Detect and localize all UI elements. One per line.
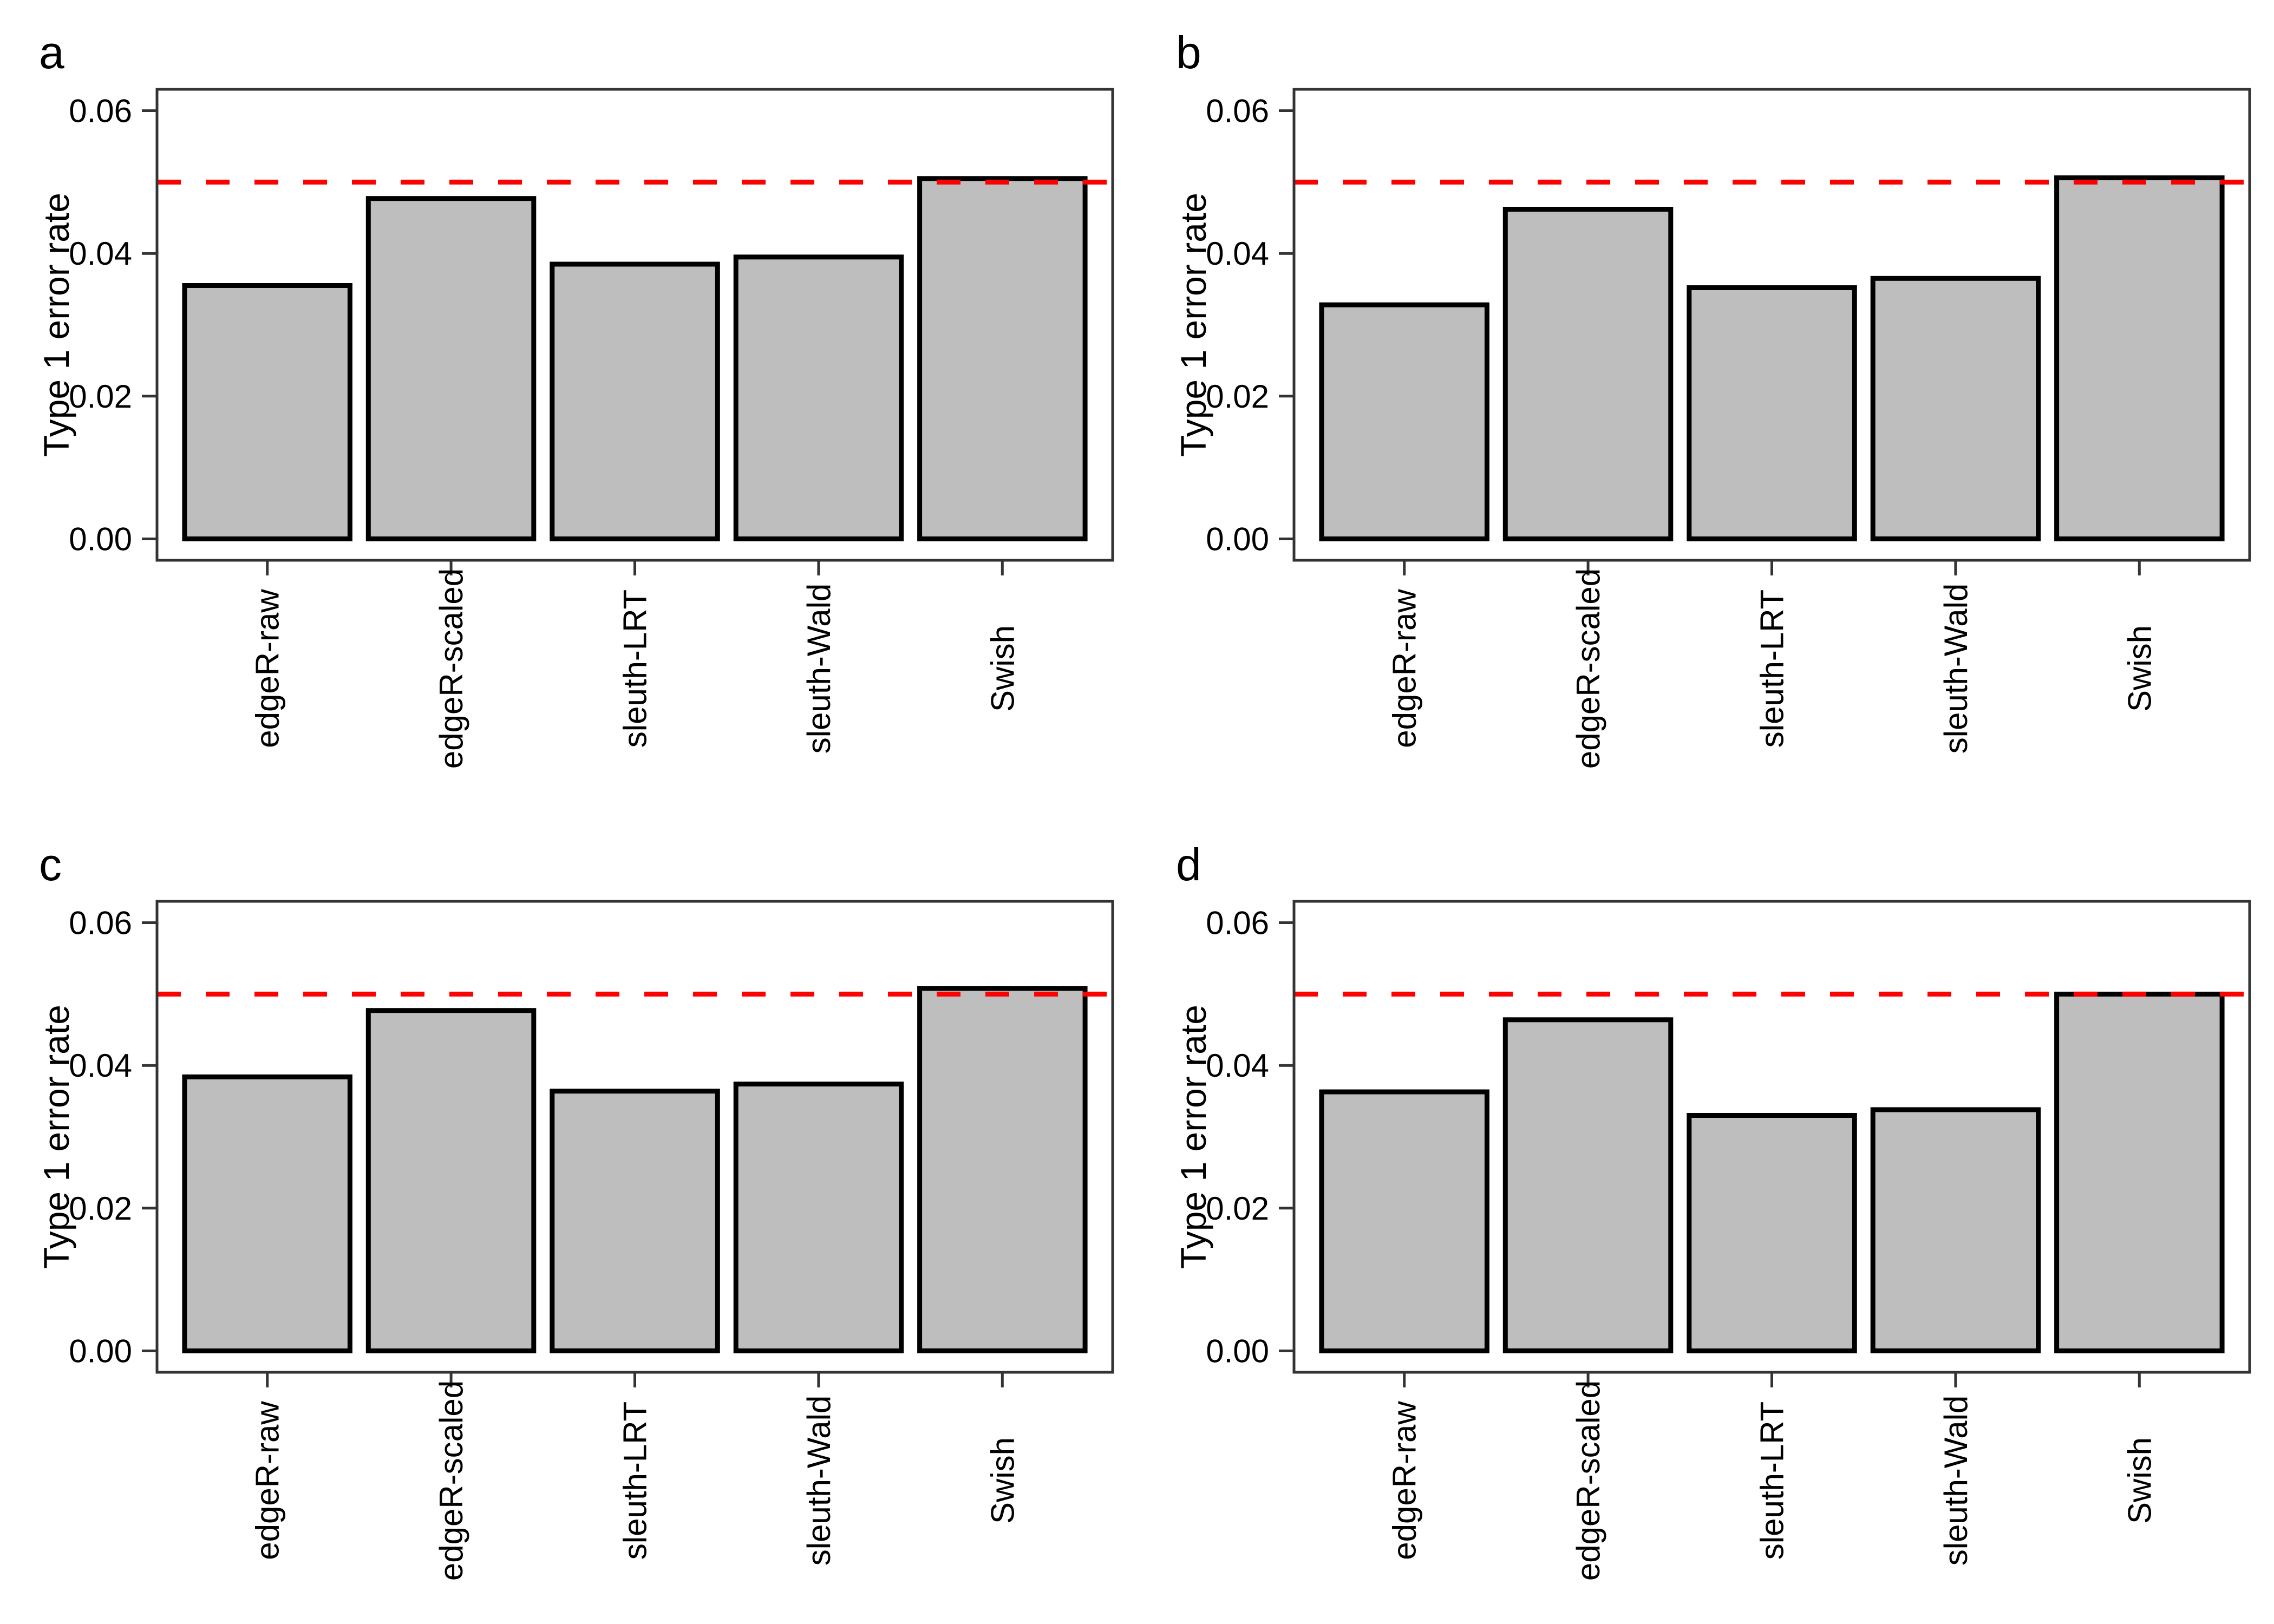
- bar-Swish: [2054, 175, 2225, 541]
- x-category-label: sleuth-LRT: [617, 1402, 654, 1560]
- y-tick-label: 0.00: [1206, 1333, 1269, 1370]
- panel-c: c Type 1 error rate 0.00 0.02 0.04 0.06 edge…: [0, 812, 1137, 1624]
- panel-b-tag: b: [1176, 27, 1201, 78]
- panel-a-tag: a: [39, 27, 64, 78]
- panel-box: [1292, 88, 2251, 562]
- panel-b: b Type 1 error rate 0.00 0.02 0.04 0.06 edge…: [1137, 0, 2274, 812]
- x-category-label: edgeR-raw: [1387, 1401, 1423, 1560]
- y-tick-label: 0.02: [1206, 378, 1269, 415]
- bar-edgeR-raw: [182, 283, 352, 541]
- bar-sleuth-Wald: [733, 254, 904, 541]
- y-tick-label: 0.04: [1206, 235, 1269, 272]
- y-tick-label: 0.02: [69, 1190, 132, 1227]
- panel-a-chart: 0.00 0.02 0.04 0.06 edgeR-raw edgeR-scaled sle…: [69, 88, 1114, 769]
- bar-sleuth-Wald: [733, 1082, 904, 1353]
- x-category-label: edgeR-raw: [1387, 589, 1423, 748]
- bar-edgeR-raw: [182, 1074, 352, 1353]
- y-tick-label: 0.00: [69, 521, 132, 558]
- bar-edgeR-scaled: [365, 1008, 537, 1353]
- bar-Swish: [917, 986, 1088, 1353]
- panel-d-tag: d: [1176, 839, 1201, 890]
- x-category-label: sleuth-LRT: [1754, 1402, 1791, 1560]
- x-category-label: Swish: [2121, 1437, 2158, 1524]
- y-tick-label: 0.00: [69, 1333, 132, 1370]
- bar-sleuth-LRT: [550, 1089, 720, 1353]
- x-category-label: sleuth-Wald: [1938, 1396, 1974, 1566]
- panel-d-chart: 0.00 0.02 0.04 0.06 edgeR-raw edgeR-scaled sle…: [1206, 900, 2251, 1581]
- panel-d: d Type 1 error rate 0.00 0.02 0.04 0.06 edge…: [1137, 812, 2274, 1624]
- x-category-label: edgeR-scaled: [1570, 1380, 1606, 1581]
- bar-sleuth-LRT: [550, 261, 720, 541]
- panel-c-tag: c: [39, 839, 62, 890]
- panel-box: [155, 88, 1114, 562]
- x-category-label: edgeR-scaled: [433, 1380, 469, 1581]
- x-category-label: edgeR-scaled: [1570, 568, 1606, 769]
- x-category-label: Swish: [984, 1437, 1021, 1524]
- x-category-label: edgeR-raw: [250, 1401, 286, 1560]
- panel-c-chart: 0.00 0.02 0.04 0.06 edgeR-raw edgeR-scaled sle…: [69, 900, 1114, 1581]
- panel-box: [1292, 900, 2251, 1374]
- bar-sleuth-Wald: [1870, 1107, 2041, 1353]
- y-tick-label: 0.04: [1206, 1047, 1269, 1084]
- y-tick-label: 0.00: [1206, 521, 1269, 558]
- x-category-label: sleuth-Wald: [801, 584, 837, 754]
- bar-edgeR-raw: [1319, 302, 1489, 541]
- y-tick-label: 0.02: [1206, 1190, 1269, 1227]
- y-tick-label: 0.06: [1206, 93, 1269, 129]
- y-tick-label: 0.06: [1206, 905, 1269, 941]
- y-tick-label: 0.02: [69, 378, 132, 415]
- bar-edgeR-scaled: [365, 196, 537, 541]
- x-category-label: Swish: [2121, 625, 2158, 712]
- bar-sleuth-LRT: [1687, 285, 1857, 541]
- panel-box: [155, 900, 1114, 1374]
- bar-edgeR-raw: [1319, 1089, 1489, 1353]
- y-tick-label: 0.04: [69, 235, 132, 272]
- y-tick-label: 0.06: [69, 905, 132, 941]
- x-category-label: edgeR-raw: [250, 589, 286, 748]
- panel-b-chart: 0.00 0.02 0.04 0.06 edgeR-raw edgeR-scaled sle…: [1206, 88, 2251, 769]
- panel-a: a Type 1 error rate 0.00 0.02 0.04 0.06 edge…: [0, 0, 1137, 812]
- bar-edgeR-scaled: [1502, 207, 1674, 541]
- x-category-label: sleuth-LRT: [1754, 590, 1791, 748]
- bar-sleuth-LRT: [1687, 1113, 1857, 1353]
- x-category-label: sleuth-Wald: [801, 1396, 837, 1566]
- bar-edgeR-scaled: [1502, 1017, 1674, 1353]
- bar-Swish: [2054, 991, 2225, 1353]
- bar-Swish: [917, 176, 1088, 541]
- x-category-label: sleuth-LRT: [617, 590, 654, 748]
- bar-sleuth-Wald: [1870, 276, 2041, 541]
- y-tick-label: 0.04: [69, 1047, 132, 1084]
- x-category-label: edgeR-scaled: [433, 568, 469, 769]
- x-category-label: Swish: [984, 625, 1021, 712]
- x-category-label: sleuth-Wald: [1938, 584, 1974, 754]
- y-tick-label: 0.06: [69, 93, 132, 129]
